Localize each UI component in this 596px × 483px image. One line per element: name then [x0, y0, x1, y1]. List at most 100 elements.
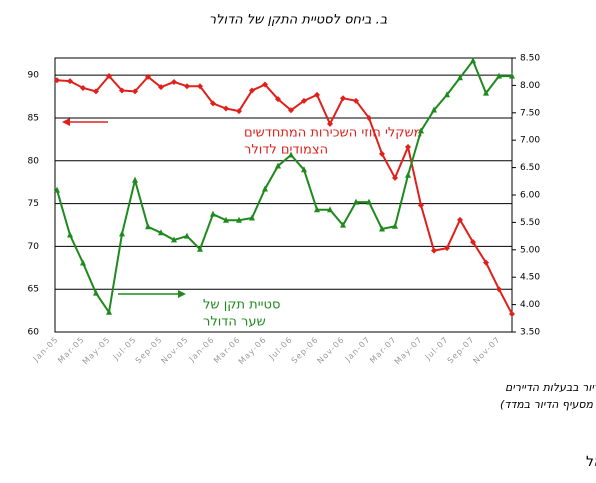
point	[509, 311, 515, 318]
point	[119, 230, 125, 237]
y2-tick-label: 5.50	[520, 218, 540, 228]
y2-tick-label: 6.00	[520, 191, 540, 201]
point	[158, 84, 164, 91]
point	[80, 84, 86, 91]
point	[444, 91, 450, 98]
point	[496, 72, 502, 79]
point	[67, 231, 73, 238]
annotation-arrowhead	[62, 118, 70, 126]
footnote: שמשקלו 16% מהמדד הכללי (מהווה 77.6% מסעי…	[500, 398, 596, 411]
point	[223, 105, 229, 112]
x-tick-label: Nov-07	[471, 335, 502, 366]
point	[314, 206, 320, 213]
point	[405, 144, 411, 151]
point	[236, 216, 242, 223]
point	[431, 247, 437, 254]
y-tick-label: 90	[28, 71, 40, 81]
point	[288, 151, 294, 158]
point	[106, 72, 112, 79]
point	[392, 174, 398, 181]
point	[210, 210, 216, 217]
point	[379, 225, 385, 232]
point	[236, 108, 242, 115]
point	[392, 222, 398, 229]
point	[54, 186, 60, 193]
point	[119, 87, 125, 94]
point	[210, 100, 216, 107]
point	[184, 83, 190, 90]
point	[366, 114, 372, 121]
x-tick-label: Sep-07	[446, 335, 477, 366]
series-line	[56, 74, 513, 315]
point	[496, 286, 502, 293]
source: מקור : למ״ס ועיבודי בנק ישראל	[586, 454, 596, 470]
y2-tick-label: 3.50	[520, 328, 540, 338]
point	[132, 176, 138, 183]
point	[132, 88, 138, 95]
point	[457, 216, 463, 223]
point	[223, 216, 229, 223]
y2-tick-label: 5.00	[520, 245, 540, 255]
point	[67, 78, 73, 85]
y2-tick-label: 8.00	[520, 81, 540, 91]
point	[379, 150, 385, 157]
point	[54, 77, 60, 84]
point	[470, 239, 476, 246]
y-tick-label: 60	[28, 328, 40, 338]
point	[249, 214, 255, 221]
point	[158, 229, 164, 236]
point	[171, 236, 177, 243]
y-tick-label: 80	[28, 156, 40, 166]
point	[106, 308, 112, 315]
y-tick-label: 70	[28, 242, 40, 252]
x-tick-label: May-05	[81, 335, 112, 366]
point	[327, 206, 333, 213]
point	[171, 78, 177, 85]
point	[262, 185, 268, 192]
point	[353, 198, 359, 205]
point	[184, 232, 190, 239]
point	[340, 221, 346, 228]
footnote: *חוזי השכירות המתחדשים משמשים למעקב אחר …	[505, 381, 596, 394]
point	[301, 97, 307, 104]
y2-tick-label: 6.50	[520, 163, 540, 173]
y2-tick-label: 4.00	[520, 300, 540, 310]
point	[197, 245, 203, 252]
point	[301, 166, 307, 173]
annotation: שער הדולר	[203, 315, 266, 330]
point	[431, 106, 437, 113]
annotation: סטיית תקן של	[203, 298, 280, 313]
point	[197, 83, 203, 90]
x-tick-label: Sep-05	[134, 335, 165, 366]
point	[275, 162, 281, 169]
point	[262, 81, 268, 88]
point	[483, 89, 489, 96]
annotation-arrowhead	[178, 290, 186, 298]
point	[249, 87, 255, 94]
point	[340, 95, 346, 102]
series-line	[56, 58, 512, 315]
point	[457, 74, 463, 81]
point	[405, 171, 411, 178]
point	[418, 202, 424, 209]
point	[314, 91, 320, 98]
point	[353, 97, 359, 104]
point	[288, 107, 294, 114]
chart-title: ב. ביחס לסטיית התקן של הדולר	[209, 13, 388, 28]
annotation: משקלי חוזי השכירות המתחדשים	[244, 126, 423, 141]
annotation: הצמודים לדולר	[244, 143, 328, 158]
point	[509, 72, 515, 79]
point	[80, 259, 86, 266]
point	[470, 57, 476, 64]
y2-tick-label: 4.50	[520, 273, 540, 283]
x-tick-label: Nov-05	[159, 335, 190, 366]
point	[93, 88, 99, 95]
point	[145, 73, 151, 80]
point	[444, 245, 450, 252]
point	[418, 127, 424, 134]
x-tick-label: May-06	[237, 335, 268, 366]
y2-tick-label: 8.50	[520, 54, 540, 64]
point	[483, 259, 489, 266]
y-tick-label: 65	[28, 285, 39, 295]
